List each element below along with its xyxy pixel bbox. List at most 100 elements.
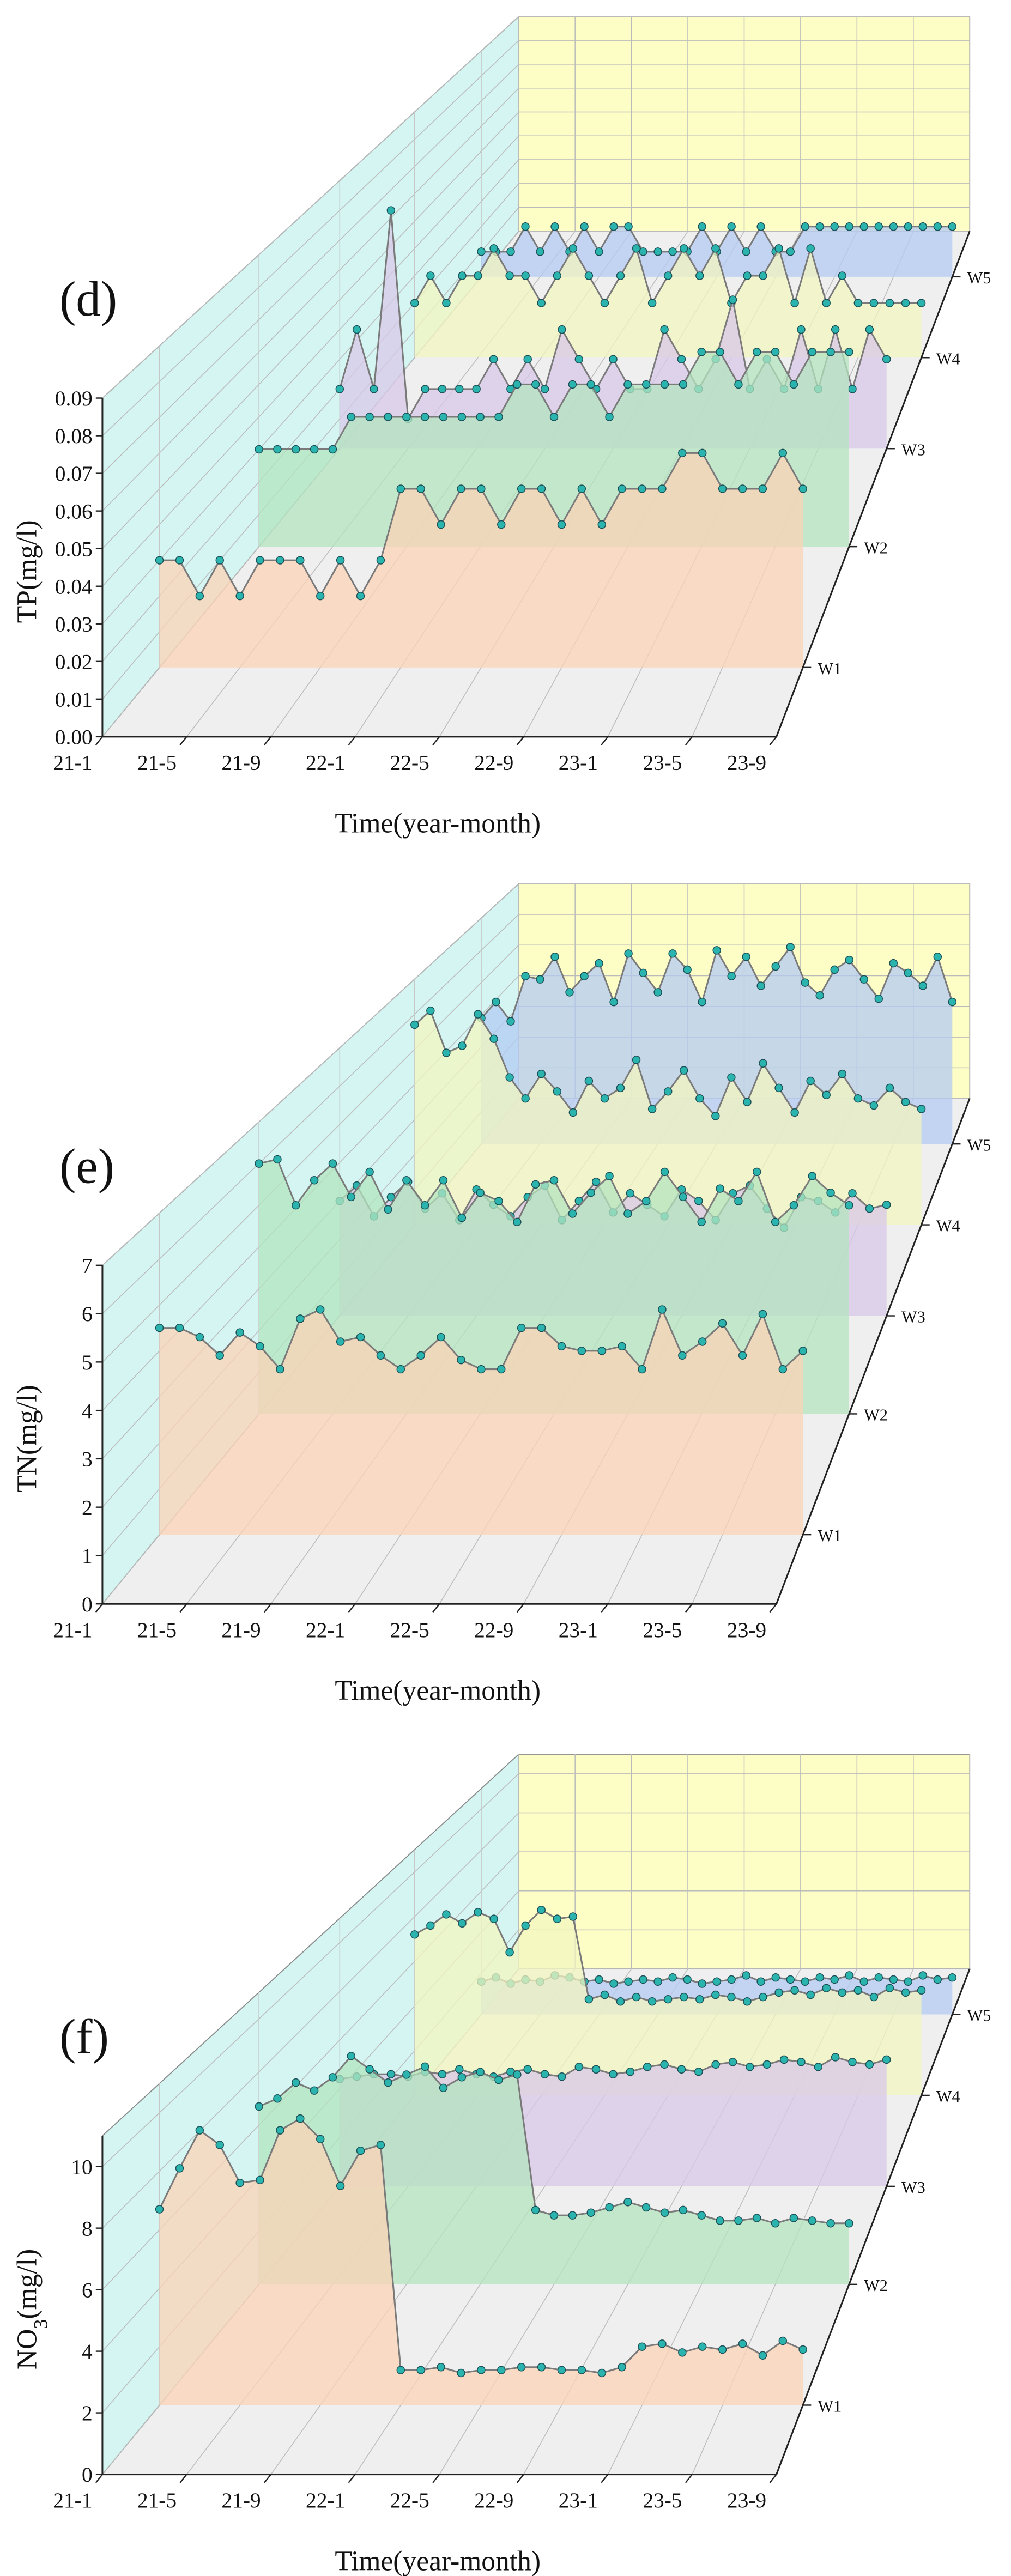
x-tick-label: 23-1 [559, 751, 598, 775]
marker [668, 247, 677, 256]
series-area [414, 248, 922, 358]
marker [786, 247, 795, 256]
marker [292, 1201, 300, 1210]
marker [679, 1192, 688, 1202]
x-tick [432, 2474, 440, 2483]
marker [658, 1305, 667, 1314]
marker [347, 413, 356, 421]
marker [474, 1010, 482, 1019]
marker [457, 2073, 467, 2082]
marker [759, 1992, 767, 2002]
marker [698, 448, 707, 458]
marker [256, 2175, 264, 2185]
marker [790, 299, 799, 307]
x-tick [432, 1603, 440, 1613]
grid-line [102, 135, 519, 587]
y-axis-title: NO3(mg/l) [12, 2249, 52, 2369]
x-tick [685, 736, 693, 745]
marker [537, 484, 546, 493]
x-tick-label: 23-5 [643, 1618, 682, 1642]
marker [273, 445, 282, 454]
marker [917, 1986, 926, 1995]
legend-label: W2 [864, 538, 888, 557]
marker [410, 1930, 419, 1939]
marker [497, 1365, 506, 1374]
marker [623, 380, 632, 389]
marker [365, 2065, 374, 2074]
depth-axis [776, 1098, 971, 1604]
marker [365, 1167, 374, 1177]
marker [734, 380, 743, 389]
marker [557, 520, 566, 529]
marker [550, 222, 559, 231]
y-tick-label: 3 [82, 1447, 93, 1471]
marker [549, 413, 559, 421]
marker [474, 1908, 482, 1917]
legend-label: W1 [818, 659, 842, 678]
marker [808, 1172, 816, 1180]
marker [641, 380, 651, 389]
legend-label: W3 [901, 1308, 925, 1326]
marker [901, 1098, 910, 1106]
series-area [159, 453, 803, 668]
marker [716, 1184, 724, 1193]
x-tick [264, 736, 272, 745]
marker [901, 1988, 910, 1997]
marker [790, 1108, 799, 1117]
x-tick [348, 1603, 356, 1613]
marker [457, 1213, 467, 1222]
marker [756, 222, 765, 231]
marker [437, 1332, 445, 1342]
legend-label: W1 [818, 2397, 842, 2416]
grid-line [102, 1773, 519, 2167]
marker [558, 325, 566, 334]
marker [457, 484, 465, 493]
marker [738, 2339, 747, 2348]
depth-axis [776, 1968, 971, 2475]
marker [830, 222, 839, 231]
marker [848, 2058, 857, 2066]
marker [786, 943, 795, 951]
marker [537, 299, 546, 307]
marker [663, 1087, 673, 1096]
marker [853, 1094, 863, 1103]
marker [155, 556, 164, 565]
marker [296, 2114, 305, 2123]
marker [790, 1986, 799, 1995]
marker [477, 2366, 486, 2374]
marker [591, 2065, 601, 2074]
marker [889, 959, 898, 968]
marker [641, 2203, 651, 2212]
y-tick-label: 0.07 [55, 462, 93, 486]
marker [728, 295, 737, 304]
marker [494, 413, 503, 421]
marker [882, 355, 891, 364]
marker [296, 556, 305, 565]
marker [558, 2072, 566, 2081]
marker [753, 348, 761, 356]
x-tick-label: 22-9 [474, 2488, 513, 2512]
x-axis-title: Time(year-month) [335, 1675, 541, 1706]
marker [845, 222, 853, 231]
marker [742, 1971, 750, 1980]
x-tick-label: 23-9 [727, 751, 766, 775]
x-tick [769, 736, 777, 745]
y-tick-label: 4 [82, 2339, 93, 2363]
marker [420, 413, 429, 421]
marker [521, 1921, 530, 1930]
y-tick-label: 0.09 [55, 386, 93, 410]
marker [476, 413, 485, 421]
marker [869, 1101, 879, 1110]
y-tick-label: 4 [82, 1399, 93, 1423]
marker [426, 1006, 435, 1015]
y-axis-title-part: NO [12, 2329, 43, 2369]
marker [565, 988, 574, 997]
marker [632, 1056, 641, 1064]
marker [774, 1083, 783, 1093]
marker [474, 271, 482, 280]
marker [416, 2366, 425, 2374]
x-tick-label: 21-1 [53, 1618, 92, 1642]
marker [638, 2342, 646, 2351]
x-tick [432, 736, 440, 745]
